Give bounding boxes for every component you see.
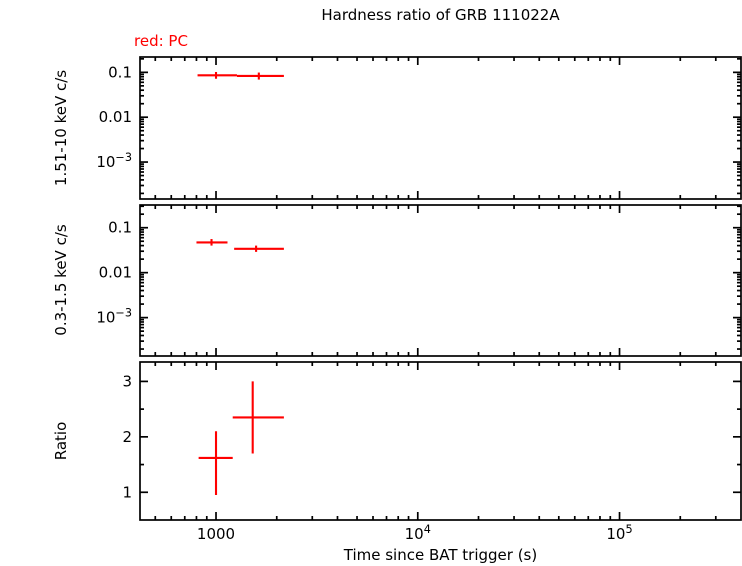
x-ticks: [154, 57, 717, 199]
svg-text:2: 2: [122, 428, 132, 446]
xaxis-label: Time since BAT trigger (s): [343, 546, 538, 564]
series-hard-band: [197, 71, 284, 80]
y-ticks: [140, 380, 741, 494]
y-ticks: [140, 58, 741, 195]
svg-text:3: 3: [122, 372, 132, 390]
x-ticks: [154, 205, 717, 356]
series-soft-band: [196, 239, 284, 252]
svg-text:0.1: 0.1: [108, 63, 132, 81]
svg-text:105: 105: [606, 523, 632, 543]
svg-text:0.01: 0.01: [99, 108, 132, 126]
panel-hard-band: 0.1 0.01 10−3: [96, 56, 742, 200]
y-ticks: [140, 205, 741, 350]
svg-text:10−3: 10−3: [96, 307, 132, 327]
svg-text:104: 104: [405, 523, 431, 543]
y-tick-labels: 0.1 0.01 10−3: [96, 219, 132, 327]
legend-mode-label: red: PC: [134, 32, 188, 50]
svg-text:1: 1: [122, 483, 132, 501]
svg-text:10−3: 10−3: [96, 151, 132, 171]
chart-title: Hardness ratio of GRB 111022A: [321, 6, 560, 24]
y-tick-labels: 1 2 3: [122, 372, 132, 501]
svg-text:1000: 1000: [197, 525, 235, 543]
x-ticks: [154, 362, 717, 520]
svg-text:0.1: 0.1: [108, 219, 132, 237]
panel-soft-band: 0.1 0.01 10−3: [96, 204, 742, 357]
panel-ratio: 1 2 3: [122, 361, 742, 521]
series-ratio: [198, 381, 284, 496]
x-tick-labels: 1000 104 105: [197, 523, 633, 543]
svg-text:0.01: 0.01: [99, 264, 132, 282]
y-tick-labels: 0.1 0.01 10−3: [96, 63, 132, 171]
